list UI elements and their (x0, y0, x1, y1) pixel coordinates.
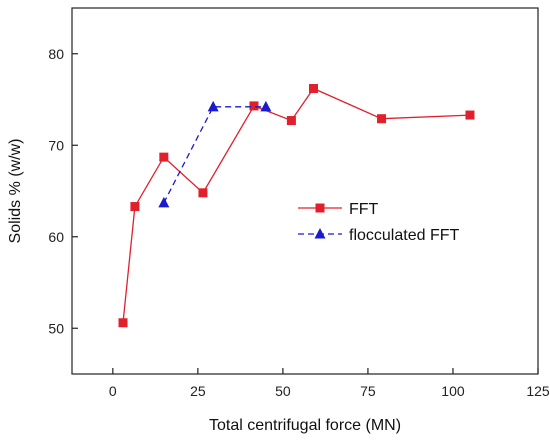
y-axis-ticks: 50 60 70 80 (48, 46, 78, 336)
plot-frame (71, 7, 539, 375)
x-axis-title: Total centrifugal force (MN) (209, 417, 401, 434)
series-layer (118, 84, 475, 328)
y-axis-title: Solids % (w/w) (7, 139, 24, 244)
series-line (122, 87, 471, 323)
x-tick-label: 0 (109, 383, 117, 399)
data-point-square (118, 318, 128, 328)
data-point-square (465, 110, 475, 120)
legend-label: FFT (349, 201, 379, 218)
y-tick-label: 50 (48, 320, 64, 336)
data-point-square (249, 101, 259, 111)
legend-item: flocculated FFT (298, 227, 459, 244)
data-point-square (198, 188, 208, 198)
x-tick-label: 75 (360, 383, 376, 399)
data-point-square (315, 203, 325, 213)
data-point-triangle (314, 228, 326, 239)
data-point-triangle (158, 196, 170, 208)
series-line (163, 106, 266, 204)
legend-label: flocculated FFT (349, 227, 459, 244)
x-axis-ticks: 0 25 50 75 100 125 (109, 368, 550, 399)
data-point-square (286, 116, 296, 126)
legend: FFT flocculated FFT (298, 201, 459, 244)
y-tick-label: 60 (48, 229, 64, 245)
series-1 (118, 84, 475, 328)
y-tick-label: 80 (48, 46, 64, 62)
data-point-square (130, 202, 140, 212)
legend-item: FFT (298, 201, 379, 218)
x-tick-label: 50 (275, 383, 291, 399)
series-2 (158, 100, 272, 208)
data-point-square (159, 152, 169, 162)
x-tick-label: 125 (526, 383, 550, 399)
y-tick-label: 70 (48, 137, 64, 153)
data-point-square (309, 84, 319, 94)
x-tick-label: 25 (190, 383, 206, 399)
x-tick-label: 100 (441, 383, 465, 399)
data-point-square (377, 114, 387, 124)
data-point-triangle (207, 100, 219, 112)
data-point-triangle (260, 100, 272, 112)
